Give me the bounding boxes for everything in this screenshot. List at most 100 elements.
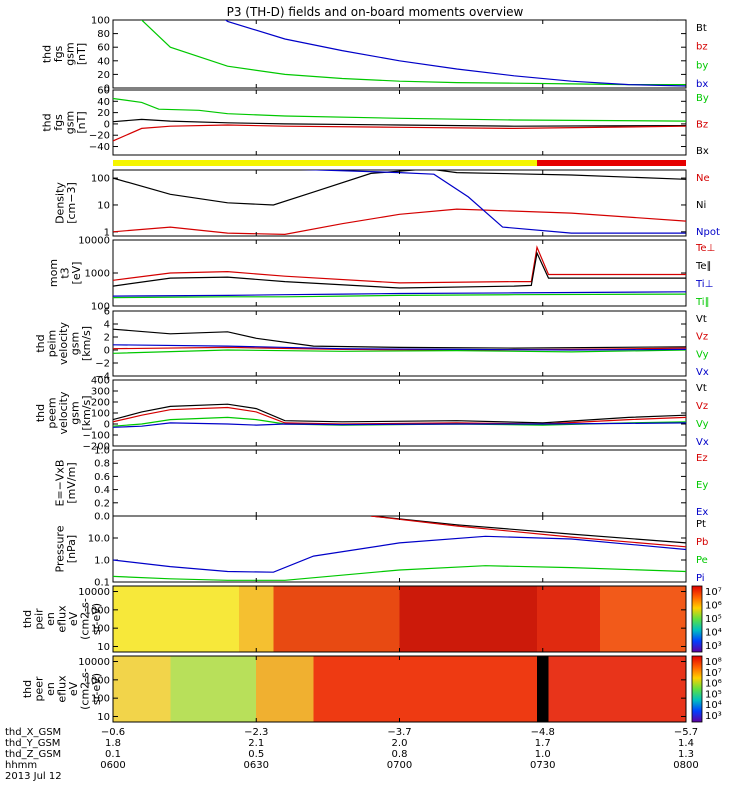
legend-entry: Te∥ xyxy=(695,261,712,272)
legend-entry: Ex xyxy=(696,507,708,518)
y-axis-label: thd xyxy=(34,404,47,422)
ephemeris-value: 0730 xyxy=(530,760,555,771)
mode-bar-segment xyxy=(537,160,686,166)
colorbar-tick-label: 10⁷ xyxy=(705,668,722,679)
panel-frame xyxy=(112,19,687,89)
y-tick-label: 0.4 xyxy=(94,485,110,496)
y-axis-label: thd xyxy=(41,113,54,131)
ephemeris-value: 0.1 xyxy=(105,749,121,760)
mode-bar-segment xyxy=(113,160,538,166)
panel-frame xyxy=(112,449,687,517)
y-tick-label: −2 xyxy=(95,359,110,370)
legend-entry: Ti∥ xyxy=(695,297,710,308)
legend-entry: Bx xyxy=(696,146,709,157)
chart-title: P3 (TH-D) fields and on-board moments ov… xyxy=(226,5,524,19)
series-line-vx xyxy=(113,344,686,351)
colorbar-tick-label: 10⁸ xyxy=(705,657,722,668)
y-tick-label: 10 xyxy=(97,200,110,211)
y-axis-label: [nT] xyxy=(75,111,88,133)
y-tick-label: 10 xyxy=(97,642,110,653)
ephemeris-row-label: thd_X_GSM xyxy=(5,727,61,738)
y-tick-label: 10000 xyxy=(78,657,110,668)
y-tick-label: 6 xyxy=(104,307,110,318)
colorbar-tick-label: 10⁷ xyxy=(705,587,722,598)
y-axis-label: Pressure xyxy=(54,525,67,572)
series-line-by xyxy=(140,20,686,86)
ephemeris-row-label: hhmm xyxy=(5,760,37,771)
colorbar-tick-label: 10⁶ xyxy=(705,679,722,690)
series-line-vt xyxy=(113,328,686,349)
legend-entry: Vy xyxy=(696,419,709,430)
y-tick-label: 20 xyxy=(97,108,110,119)
y-tick-label: 100 xyxy=(91,694,110,705)
y-tick-label: 10.0 xyxy=(88,534,110,545)
series-line-pe xyxy=(113,565,686,581)
y-tick-label: 60 xyxy=(97,43,110,54)
y-tick-label: 1000 xyxy=(85,675,110,686)
y-axis-label: [cm−3] xyxy=(65,182,78,224)
spectrogram-fill xyxy=(113,656,686,722)
ephemeris-value: 1.4 xyxy=(678,738,694,749)
y-axis-label: eV xyxy=(67,611,80,626)
legend-entry: Ez xyxy=(696,453,708,464)
y-axis-label: en xyxy=(44,682,57,696)
y-tick-label: 10 xyxy=(97,712,110,723)
y-tick-label: 100 xyxy=(91,174,110,185)
y-axis-label: fgs xyxy=(52,45,65,62)
legend-entry: Vx xyxy=(696,367,709,378)
ephemeris-value: −4.8 xyxy=(531,727,555,738)
ephemeris-value: 1.0 xyxy=(535,749,551,760)
y-axis-label: peir xyxy=(33,608,46,630)
series-line-te⊥ xyxy=(113,245,686,284)
ephemeris-value: 1.3 xyxy=(678,749,694,760)
y-tick-label: 400 xyxy=(91,376,110,387)
series-line-by xyxy=(113,97,686,122)
y-axis-label: sr-eV) xyxy=(90,673,103,705)
y-axis-label: (cm2-s- xyxy=(79,668,92,710)
y-tick-label: 40 xyxy=(97,56,110,67)
ephemeris-value: −3.7 xyxy=(387,727,411,738)
colorbar-tick-label: 10⁴ xyxy=(705,628,722,639)
colorbar-tick-label: 10⁶ xyxy=(705,601,722,612)
ephemeris-value: −0.6 xyxy=(101,727,125,738)
ephemeris-value: 0700 xyxy=(387,760,412,771)
y-tick-label: 2 xyxy=(104,333,110,344)
series-line-vz xyxy=(113,346,686,351)
y-axis-label: t3 xyxy=(59,267,72,278)
legend-entry: Ey xyxy=(696,480,708,491)
ephemeris-value: 0800 xyxy=(673,760,698,771)
y-tick-label: 0.6 xyxy=(94,472,110,483)
y-axis-label: eflux xyxy=(56,675,69,703)
y-tick-label: −100 xyxy=(83,431,110,442)
colorbar-tick-label: 10⁵ xyxy=(705,689,722,700)
series-line-te∥ xyxy=(113,251,686,289)
y-axis-label: gsm xyxy=(69,332,82,355)
legend-entry: bz xyxy=(696,42,708,53)
y-tick-label: 100 xyxy=(91,409,110,420)
y-axis-label: thd xyxy=(34,334,47,352)
y-tick-label: 1000 xyxy=(85,605,110,616)
legend-entry: bx xyxy=(696,79,708,90)
colorbar xyxy=(691,585,703,653)
ephemeris-value: 0.5 xyxy=(248,749,264,760)
ephemeris-row-label: thd_Z_GSM xyxy=(5,749,61,760)
y-axis-label: gsm xyxy=(64,42,77,65)
ephemeris-value: −5.7 xyxy=(674,727,698,738)
legend-entry: Vz xyxy=(696,332,708,343)
legend-entry: Bt xyxy=(696,23,707,34)
ephemeris-value: 0600 xyxy=(100,760,125,771)
colorbar-tick-label: 10⁵ xyxy=(705,614,722,625)
y-axis-label: (cm2-s- xyxy=(79,598,92,640)
y-tick-label: 100 xyxy=(91,16,110,27)
series-line-bz xyxy=(113,124,686,142)
legend-entry: Pt xyxy=(696,519,706,530)
series-line-bx xyxy=(113,118,686,127)
ephemeris-value: 2.0 xyxy=(392,738,408,749)
y-tick-label: 0.0 xyxy=(94,512,110,523)
ephemeris-row-label: 2013 Jul 12 xyxy=(5,771,62,782)
series-line-pb xyxy=(370,516,686,548)
y-tick-label: 100 xyxy=(91,302,110,313)
colorbar-tick-label: 10³ xyxy=(705,711,722,722)
